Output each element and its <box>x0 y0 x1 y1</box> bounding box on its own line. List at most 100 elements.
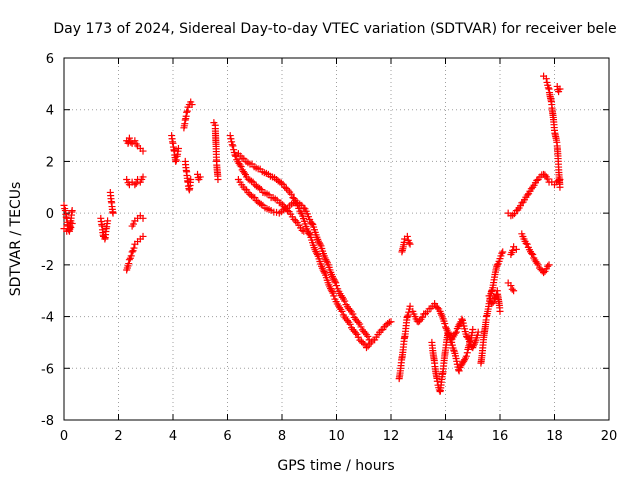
data-point <box>329 274 337 282</box>
series-seg-b <box>60 219 76 235</box>
data-point <box>330 276 338 284</box>
y-tick-label: -6 <box>41 362 54 377</box>
series-seg-u <box>477 248 507 367</box>
y-axis-label: SDTVAR / TECUs <box>8 182 24 297</box>
series-seg-l <box>194 170 204 184</box>
x-tick-label: 10 <box>328 429 345 444</box>
chart-title: Day 173 of 2024, Sidereal Day-to-day VTE… <box>53 21 616 37</box>
data-point <box>297 209 305 217</box>
y-axis-ticks: -8 -6 -4 -2 0 2 4 6 <box>41 52 609 429</box>
series-seg-w <box>504 279 518 295</box>
data-point <box>183 107 191 115</box>
data-point <box>331 277 339 285</box>
series-seg-x <box>507 243 520 259</box>
data-point <box>328 272 336 280</box>
data-point <box>510 287 518 295</box>
data-point <box>403 232 411 240</box>
x-tick-label: 6 <box>223 429 231 444</box>
data-point <box>498 249 506 257</box>
data-point <box>343 317 351 325</box>
data-point <box>387 318 395 326</box>
data-point <box>405 239 413 247</box>
data-point <box>327 286 335 294</box>
series-seg-p <box>234 176 373 344</box>
data-point <box>493 261 501 269</box>
data-point <box>322 256 330 264</box>
data-point <box>540 269 548 277</box>
data-point <box>188 101 196 109</box>
data-point <box>403 313 411 321</box>
data-point <box>128 248 136 256</box>
x-tick-label: 0 <box>60 429 68 444</box>
data-point <box>333 282 340 290</box>
data-point <box>320 268 328 276</box>
data-point <box>433 304 441 312</box>
data-point <box>406 240 414 248</box>
data-point <box>528 250 536 258</box>
data-point <box>462 352 470 360</box>
data-point <box>172 156 180 164</box>
series-seg-i <box>168 132 182 165</box>
x-tick-label: 4 <box>169 429 177 444</box>
data-point <box>357 323 365 331</box>
data-point <box>489 298 497 306</box>
data-point <box>196 173 204 181</box>
data-point <box>533 259 541 267</box>
series-seg-m <box>210 119 222 184</box>
data-point <box>488 300 496 308</box>
data-point <box>422 310 430 318</box>
series-seg-e <box>123 134 147 155</box>
series-seg-v <box>485 287 504 315</box>
data-point <box>316 240 324 248</box>
data-point <box>452 328 460 336</box>
data-point <box>60 201 68 209</box>
data-point <box>346 320 354 328</box>
data-point <box>544 262 552 270</box>
data-point <box>328 288 336 296</box>
grid-lines <box>64 58 609 420</box>
x-tick-label: 14 <box>437 429 454 444</box>
data-point <box>437 310 445 318</box>
data-point <box>529 251 537 259</box>
data-point <box>226 132 234 140</box>
data-point <box>187 176 195 184</box>
data-point <box>336 304 344 312</box>
series-seg-o <box>234 150 395 352</box>
data-point <box>433 377 441 385</box>
x-axis-label: GPS time / hours <box>277 458 394 474</box>
data-point <box>338 307 346 315</box>
data-point <box>319 266 327 274</box>
data-point <box>132 179 140 187</box>
series-seg-r <box>398 232 414 256</box>
data-point <box>231 151 239 159</box>
data-point <box>469 326 477 333</box>
data-point <box>496 307 504 315</box>
data-point <box>236 161 244 169</box>
data-point <box>404 311 412 319</box>
series-seg-a <box>60 201 76 235</box>
series-seg-f <box>123 173 147 189</box>
data-points <box>60 72 564 396</box>
data-point <box>499 248 507 256</box>
y-tick-label: 6 <box>46 52 54 67</box>
data-point <box>458 315 466 323</box>
data-point <box>442 323 449 331</box>
data-point <box>361 341 369 349</box>
data-point <box>323 257 331 265</box>
data-point <box>292 217 300 225</box>
data-point <box>240 169 248 177</box>
data-point <box>405 308 413 316</box>
data-point <box>485 292 493 300</box>
data-point <box>349 310 357 318</box>
data-point <box>127 252 135 260</box>
data-point <box>305 230 313 238</box>
data-point <box>298 226 306 234</box>
series-seg-z <box>518 230 553 277</box>
data-point <box>67 223 75 231</box>
data-point <box>330 292 338 300</box>
data-point <box>352 329 360 337</box>
data-point <box>308 219 316 227</box>
series-seg-d <box>106 188 117 217</box>
data-point <box>104 217 112 225</box>
